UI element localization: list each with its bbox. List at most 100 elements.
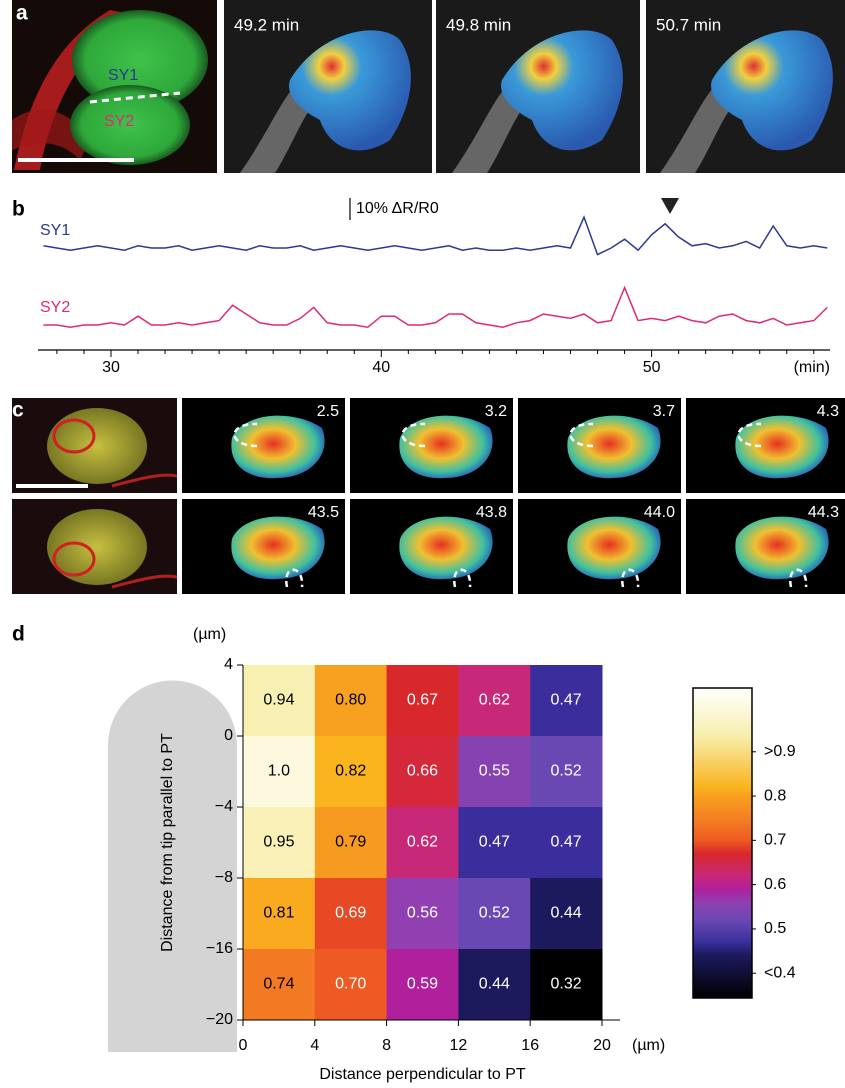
cell bbox=[567, 516, 661, 580]
pipette-tip bbox=[108, 680, 237, 1052]
cell-label: 0.47 bbox=[479, 834, 510, 851]
fiber bbox=[111, 473, 178, 488]
time-label: 49.2 min bbox=[234, 15, 299, 34]
time-label: 43.5 bbox=[308, 504, 339, 521]
cell bbox=[386, 807, 459, 879]
image-a2 bbox=[224, 0, 432, 173]
image-a3 bbox=[436, 0, 640, 173]
panel-label: b bbox=[12, 198, 25, 221]
colorbar-label: 0.5 bbox=[764, 920, 786, 937]
cell bbox=[735, 516, 829, 580]
images-c: 2.5 3.2 3.7 4.3 43.5 43.8 44.0 44.3 bbox=[12, 398, 845, 594]
cell-label: 0.62 bbox=[479, 692, 510, 709]
y-axis-title: Distance from tip parallel to PT bbox=[159, 733, 176, 952]
cell-label: 0.47 bbox=[551, 834, 582, 851]
cell bbox=[530, 949, 603, 1021]
time-label: 3.7 bbox=[653, 403, 675, 420]
cell-label: 0.70 bbox=[335, 976, 366, 993]
cell-label: 0.47 bbox=[551, 692, 582, 709]
y-tick-label: 4 bbox=[224, 656, 233, 673]
y-tick-label: −8 bbox=[215, 869, 233, 886]
cell bbox=[567, 415, 661, 479]
cell bbox=[458, 807, 531, 879]
fiber bbox=[111, 574, 178, 589]
cell bbox=[386, 736, 459, 808]
x-tick-label: 0 bbox=[239, 1037, 248, 1054]
event-marker bbox=[661, 198, 679, 214]
time-label: 3.2 bbox=[485, 403, 507, 420]
x-tick-label: 12 bbox=[450, 1037, 468, 1054]
panel-label: c bbox=[12, 399, 24, 422]
x-tick-label: 20 bbox=[593, 1037, 611, 1054]
cell bbox=[243, 949, 316, 1021]
cell-label: 0.56 bbox=[407, 905, 438, 922]
cell-label: 0.66 bbox=[407, 763, 438, 780]
cell-outline bbox=[52, 541, 96, 577]
y-tick-label: 0 bbox=[224, 727, 233, 744]
roi-outline bbox=[789, 568, 808, 588]
roi-outline bbox=[453, 568, 472, 588]
cell bbox=[47, 408, 147, 484]
cell-label: 0.32 bbox=[551, 976, 582, 993]
cell-label: 0.62 bbox=[407, 834, 438, 851]
cell bbox=[530, 878, 603, 950]
cell bbox=[243, 878, 316, 950]
x-tick-label: 40 bbox=[372, 359, 390, 376]
image-a1 bbox=[12, 0, 217, 173]
cell bbox=[47, 509, 147, 585]
cell-label: 0.52 bbox=[479, 905, 510, 922]
cell bbox=[314, 949, 388, 1021]
cell-label: 0.95 bbox=[263, 834, 294, 851]
cell bbox=[735, 415, 829, 479]
cell bbox=[314, 665, 388, 737]
legend-label: SY1 bbox=[40, 222, 70, 239]
time-label: 44.3 bbox=[808, 504, 839, 521]
cell bbox=[458, 736, 531, 808]
time-label: 49.8 min bbox=[446, 15, 511, 34]
cell bbox=[386, 949, 459, 1021]
cell bbox=[243, 665, 316, 737]
colorbar-label: 0.6 bbox=[764, 876, 786, 893]
roi-label: SY2 bbox=[104, 113, 134, 130]
x-tick-label: 30 bbox=[102, 359, 120, 376]
cell-label: 0.80 bbox=[335, 692, 366, 709]
colorbar-label: 0.7 bbox=[764, 832, 786, 849]
image-a4 bbox=[646, 0, 845, 173]
cell bbox=[386, 665, 459, 737]
cell-label: 0.74 bbox=[263, 976, 294, 993]
cell-label: 0.59 bbox=[407, 976, 438, 993]
time-label: 43.8 bbox=[476, 504, 507, 521]
cell bbox=[243, 736, 316, 808]
time-label: 2.5 bbox=[317, 403, 339, 420]
panel-label: a bbox=[16, 2, 28, 25]
x-tick-label: 50 bbox=[643, 359, 661, 376]
trace bbox=[43, 285, 828, 328]
cell-label: 0.67 bbox=[407, 692, 438, 709]
y-tick-label: −16 bbox=[206, 940, 233, 957]
cell bbox=[386, 878, 459, 950]
x-unit: (µm) bbox=[632, 1037, 665, 1054]
colorbar-label: <0.4 bbox=[764, 964, 796, 981]
colorbar-label: >0.9 bbox=[764, 743, 796, 760]
cell bbox=[314, 807, 388, 879]
x-tick-label: 4 bbox=[310, 1037, 319, 1054]
time-label: 50.7 min bbox=[656, 15, 721, 34]
legend-label: SY2 bbox=[40, 299, 70, 316]
cell bbox=[530, 665, 603, 737]
cell-label: 0.69 bbox=[335, 905, 366, 922]
cell bbox=[458, 878, 531, 950]
x-unit: (min) bbox=[794, 359, 830, 376]
cell-outline bbox=[52, 418, 96, 454]
cell-label: 0.44 bbox=[551, 905, 582, 922]
cell bbox=[314, 736, 388, 808]
cell bbox=[458, 949, 531, 1021]
cell bbox=[458, 665, 531, 737]
y-unit: (µm) bbox=[193, 626, 226, 643]
roi-outline bbox=[621, 568, 640, 588]
x-tick-label: 8 bbox=[382, 1037, 391, 1054]
roi-outline bbox=[285, 568, 304, 588]
cell bbox=[243, 807, 316, 879]
colorbar-label: 0.8 bbox=[764, 787, 786, 804]
